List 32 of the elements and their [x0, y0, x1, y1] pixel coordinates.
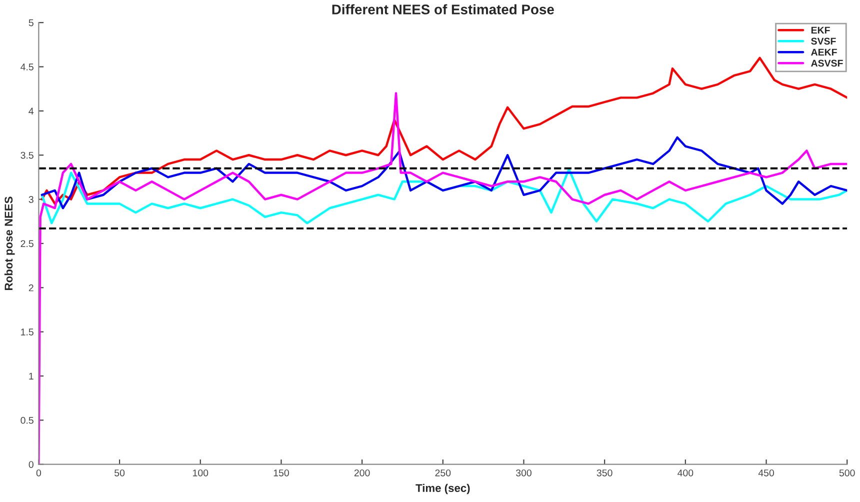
x-tick-label: 0	[36, 469, 42, 476]
y-tick-label: 1.5	[21, 328, 34, 336]
x-tick-label: 150	[274, 469, 289, 476]
legend-label: EKF	[811, 26, 830, 34]
y-tick-label: 4.5	[20, 64, 34, 70]
legend-label: AEKF	[811, 48, 837, 56]
line-series	[40, 136, 848, 210]
y-tick-label: 3	[28, 196, 34, 203]
x-tick-label: 250	[435, 469, 451, 476]
y-tick-label: 2	[28, 284, 34, 292]
y-tick-label: 0	[28, 461, 34, 468]
x-tick-label: 500	[839, 469, 855, 476]
chart-title: Different NEES of Estimated Pose	[332, 4, 554, 14]
y-tick-label: 0.5	[20, 416, 34, 424]
x-tick-label: 350	[596, 469, 612, 476]
y-axis-title: Robot pose NEES	[4, 196, 15, 290]
x-tick-label: 400	[678, 469, 694, 476]
x-tick-label: 450	[758, 469, 774, 476]
legend-label: SVSF	[811, 38, 836, 45]
x-tick-label: 200	[354, 469, 370, 476]
x-tick-label: 50	[114, 469, 125, 476]
y-tick-label: 4	[28, 108, 34, 114]
y-tick-label: 5	[28, 19, 34, 26]
line-series	[40, 168, 848, 224]
line-series	[40, 56, 848, 205]
y-tick-label: 1	[29, 372, 34, 380]
x-tick-label: 100	[193, 469, 208, 476]
y-tick-label: 2.5	[20, 240, 34, 248]
x-tick-label: 300	[516, 469, 532, 476]
legend-label: ASVSF	[811, 60, 843, 67]
x-axis-title: Time (sec)	[416, 484, 470, 494]
y-tick-label: 3.5	[20, 152, 34, 159]
